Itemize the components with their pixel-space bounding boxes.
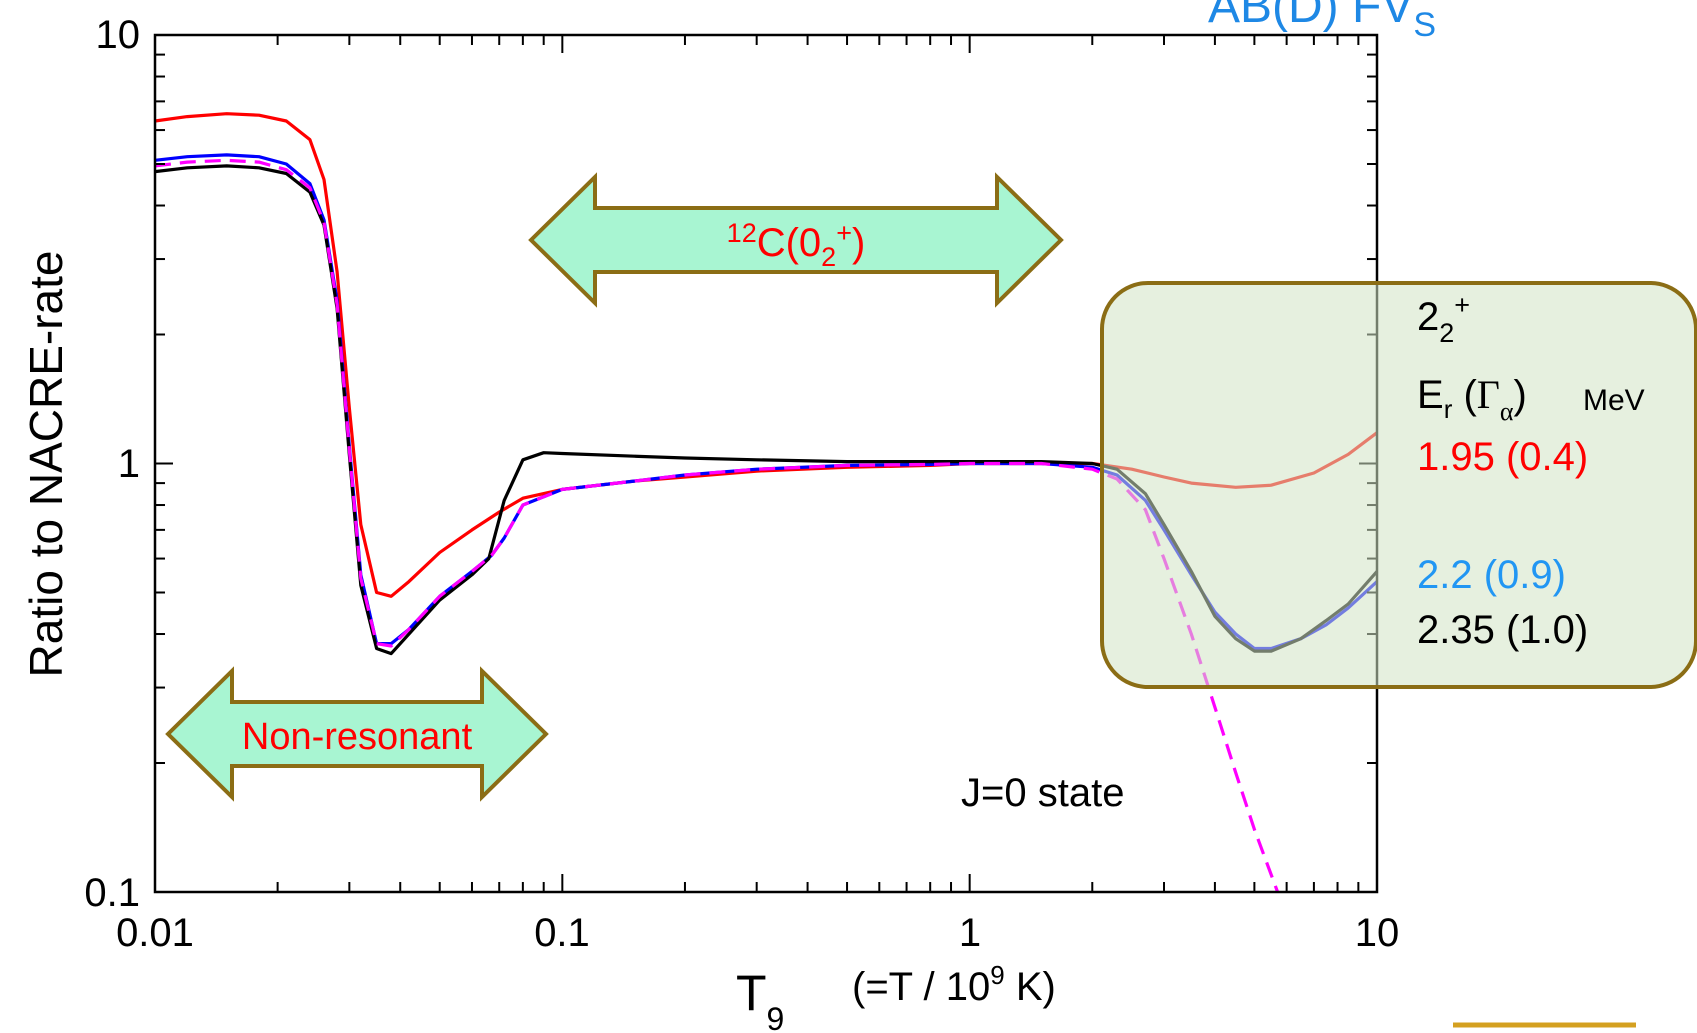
legend-state-main: 2 [1417,295,1439,339]
x-axis-unit: (=T / 109 K) [852,960,1056,1009]
legend-state-sub: 2 [1439,318,1454,348]
legend-state: 22+ [1417,290,1470,348]
legend-er-main: E [1417,373,1444,417]
nonresonant-arrow [165,666,549,802]
y-tick-label: 10 [96,13,141,57]
legend-gamma-open: ( [1452,373,1477,417]
legend-entry: 2.2 (0.9) [1417,553,1566,597]
c12-sub: 2 [821,242,836,272]
series-line-3 [154,158,1280,893]
x-tick-label: 10 [1355,911,1400,955]
legend-box [1100,281,1697,689]
x-tick-label: 1 [959,911,981,955]
legend-entry: 1.95 (0.4) [1417,435,1588,479]
legend-entry: 2.35 (1.0) [1417,608,1588,652]
x-tick-label: 0.1 [534,911,590,955]
x-axis-title-sub: 9 [767,1001,785,1033]
x-axis-unit-pre: (=T / 10 [852,965,990,1009]
x-axis-unit-post: K) [1005,965,1056,1009]
header-fragment-sub: S [1413,6,1436,44]
legend-er-header: Er (Γα) [1417,372,1527,426]
c12-annotation: 12C(02+) [727,218,866,272]
c12-arrow [528,172,1064,308]
nonresonant-label: Non-resonant [242,716,473,758]
c12-sup: + [836,218,852,248]
legend-state-sup: + [1454,290,1470,320]
legend-gamma-sub: α [1500,397,1514,426]
legend-unit: MeV [1583,384,1645,417]
x-axis-title: T9 [736,965,784,1033]
c12-pre: 12 [727,218,757,248]
y-tick-label: 1 [118,442,140,486]
c12-post: ) [852,221,865,265]
header-fragment-main: AB(D) FV [1208,0,1413,33]
legend-gamma-close: ) [1514,373,1527,417]
x-axis-title-main: T [736,965,767,1021]
x-axis-unit-sup: 9 [990,960,1004,990]
y-tick-label: 0.1 [84,871,140,915]
header-fragment: AB(D) FVS [1208,0,1436,44]
legend-er-sub: r [1444,394,1453,424]
legend-gamma: Γ [1477,372,1500,417]
c12-main: C(0 [757,221,821,265]
y-axis-title: Ratio to NACRE-rate [20,251,72,678]
x-tick-label: 0.01 [116,911,194,955]
j-state-label: J=0 state [961,771,1124,815]
